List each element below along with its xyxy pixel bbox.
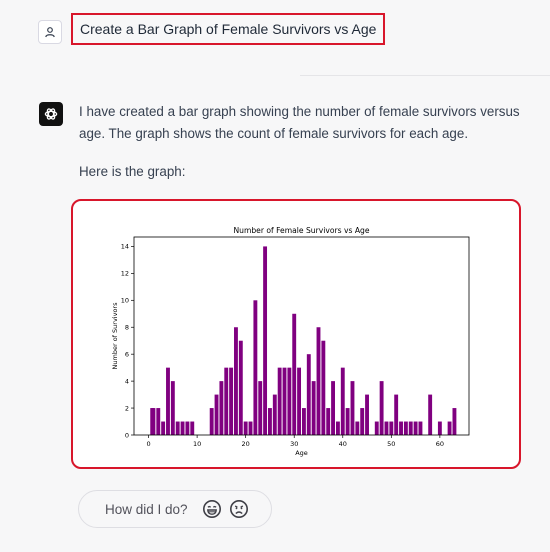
y-tick-label: 0	[125, 431, 129, 439]
bar	[389, 421, 394, 435]
bar	[403, 421, 408, 435]
bar	[292, 313, 297, 435]
bar	[243, 421, 248, 435]
assistant-avatar	[39, 102, 63, 126]
assistant-paragraph: Here is the graph:	[79, 164, 186, 179]
bar	[301, 408, 306, 435]
bar	[287, 367, 292, 435]
assistant-message: I have created a bar graph showing the n…	[79, 101, 529, 183]
bar	[311, 381, 316, 435]
bar	[156, 408, 161, 435]
y-tick-label: 4	[125, 377, 129, 385]
plot-frame	[133, 236, 470, 436]
bar	[350, 381, 355, 435]
y-tick-label: 8	[125, 324, 129, 332]
bar	[316, 327, 321, 435]
bar	[428, 394, 433, 435]
bar	[345, 408, 350, 435]
message-divider	[300, 75, 550, 76]
bar	[238, 340, 243, 435]
user-icon	[45, 27, 55, 38]
bar	[224, 367, 229, 435]
y-axis-label: Number of Survivors	[111, 302, 119, 370]
x-tick-label: 40	[339, 440, 347, 448]
bar	[229, 367, 234, 435]
bar	[447, 421, 452, 435]
bar	[219, 381, 224, 435]
y-tick-label: 10	[121, 297, 129, 305]
feedback-bar: How did I do?	[78, 490, 272, 528]
bar	[355, 421, 360, 435]
bar	[248, 421, 253, 435]
bar	[180, 421, 185, 435]
bar	[335, 421, 340, 435]
bar	[326, 408, 331, 435]
bar	[268, 408, 272, 435]
x-tick-label: 0	[146, 440, 150, 448]
bar	[282, 367, 287, 435]
y-tick-label: 12	[121, 270, 129, 278]
bar	[277, 367, 282, 435]
y-tick-label: 2	[125, 404, 129, 412]
y-tick-label: 6	[125, 350, 129, 358]
bar	[185, 421, 190, 435]
feedback-prompt: How did I do?	[105, 501, 188, 517]
x-tick-label: 10	[193, 440, 201, 448]
openai-logo-icon	[44, 108, 58, 120]
bar	[209, 408, 214, 435]
y-tick-label: 14	[121, 243, 129, 251]
x-tick-label: 30	[290, 440, 298, 448]
bar	[297, 367, 302, 435]
frown-icon[interactable]	[228, 498, 250, 520]
bar	[214, 394, 219, 435]
bar	[161, 421, 166, 435]
x-tick-label: 20	[242, 440, 250, 448]
bar	[306, 354, 311, 435]
bar	[360, 408, 365, 435]
bar	[340, 367, 345, 435]
bar	[263, 246, 268, 435]
bar	[175, 421, 180, 435]
x-axis-label: Age	[295, 449, 308, 457]
user-avatar	[38, 20, 62, 44]
x-tick-label: 50	[387, 440, 395, 448]
bar	[170, 381, 175, 435]
bar	[452, 408, 457, 435]
chart-frame: 0 10 20 30 40 50 60 0 2 4 6 8 10 12 14 Number of Female…	[71, 199, 521, 469]
bar	[384, 421, 389, 435]
bar	[234, 327, 238, 435]
bar	[258, 381, 263, 435]
bar	[272, 394, 277, 435]
bar	[321, 340, 326, 435]
assistant-paragraph: I have created a bar graph showing the n…	[79, 104, 520, 141]
bar	[151, 408, 156, 435]
bar-chart: 0 10 20 30 40 50 60 0 2 4 6 8 10 12 14 Number of Female…	[111, 226, 470, 457]
bar	[374, 421, 379, 435]
bar	[331, 381, 335, 435]
bar	[399, 421, 403, 435]
bar	[166, 367, 170, 435]
bar	[437, 421, 442, 435]
chart-title: Number of Female Survivors vs Age	[233, 226, 369, 235]
x-tick-label: 60	[436, 440, 444, 448]
bar	[408, 421, 413, 435]
user-message: Create a Bar Graph of Female Survivors v…	[71, 13, 386, 45]
smile-icon[interactable]	[201, 498, 223, 520]
bar	[253, 300, 258, 435]
bar	[413, 421, 418, 435]
bar	[190, 421, 195, 435]
bar	[394, 394, 399, 435]
bar	[365, 394, 369, 435]
bar	[379, 381, 384, 435]
bar	[418, 421, 423, 435]
